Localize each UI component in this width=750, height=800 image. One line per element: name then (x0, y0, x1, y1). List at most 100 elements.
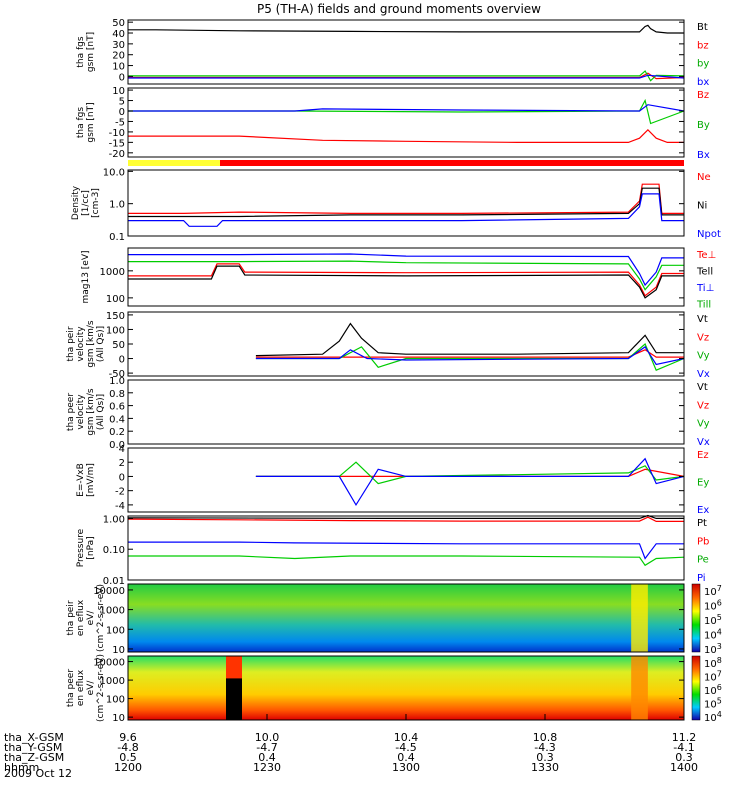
y-axis-label: tha fgs (76, 107, 86, 138)
colorbar-label: 107 (704, 670, 722, 684)
date-label: 2009 Oct 12 (4, 767, 72, 780)
y-tick-label: 10000 (93, 658, 125, 669)
y-tick-label: 0.10 (103, 545, 125, 556)
y-axis-label: mag13 [eV] (81, 250, 91, 303)
y-tick-label: -5 (115, 117, 125, 128)
colorbar (691, 655, 701, 721)
colorbar-exponent: 8 (717, 656, 722, 665)
y-tick-label: 50 (112, 340, 125, 351)
colorbar-label: 103 (704, 642, 722, 656)
y-tick-label: 0.6 (109, 402, 125, 413)
series-Tell (128, 265, 684, 299)
legend-bx: bx (697, 77, 709, 88)
series-Ne (128, 183, 684, 214)
y-tick-label: 0.0 (109, 440, 125, 451)
y-tick-label: 10 (112, 86, 125, 97)
y-tick-label: 1.0 (109, 200, 125, 211)
y-axis-label: tha peir (66, 326, 76, 361)
legend-Vy: Vy (697, 351, 710, 362)
series-Bz (128, 128, 684, 143)
y-tick-label: 10 (112, 645, 125, 656)
series-Npot (128, 193, 684, 227)
colorbar-label: 104 (704, 710, 722, 724)
y-axis-label: (cm^2-s-sr-eV) (96, 584, 106, 652)
colorbar (691, 583, 701, 653)
panel-frame (127, 515, 685, 581)
y-axis-label: [1/cc] (81, 190, 91, 216)
colorbar-label: 104 (704, 628, 722, 642)
x-row-label: tha_Z-GSM (4, 751, 64, 764)
panel-frame (127, 169, 685, 237)
x-row-value: 11.2 (672, 731, 697, 744)
y-tick-label: 1.00 (103, 514, 125, 525)
y-tick-label: 0.01 (103, 576, 125, 587)
y-tick-label: 1.0 (109, 376, 125, 387)
y-axis-label: gsm [km/s (86, 320, 96, 368)
x-row-value: 1300 (392, 761, 420, 774)
colorbar-exponent: 7 (717, 584, 722, 593)
y-axis-label: eV/ (86, 680, 96, 696)
x-row-label: tha_X-GSM (4, 731, 64, 744)
panel-frame (127, 247, 685, 307)
series-bx (128, 74, 685, 79)
colorbar-exponent: 7 (717, 670, 722, 679)
y-axis-label: [mV/m] (86, 463, 96, 497)
y-axis-label: tha peir (66, 600, 76, 635)
y-tick-label: 5 (119, 97, 125, 108)
y-axis-label: en eflux (76, 599, 86, 636)
y-tick-label: 100 (106, 325, 125, 336)
legend-Vz: Vz (697, 400, 709, 411)
y-tick-label: 30 (112, 40, 125, 51)
x-axis-table: tha_X-GSM 9.6 10.0 10.4 10.8 11.2 tha_Y-GSM -4.… (4, 714, 698, 774)
mode-bar-yellow (128, 160, 220, 166)
y-tick-label: 50 (112, 18, 125, 29)
x-row-value: 0.5 (119, 751, 137, 764)
colorbar-label: 106 (704, 599, 722, 613)
legend-Tell: Tell (696, 266, 713, 277)
y-axis-label: velocity (76, 326, 86, 362)
y-tick-label: 100 (106, 695, 125, 706)
y-tick-label: -50 (109, 369, 125, 380)
series-Ex (255, 457, 685, 507)
y-tick-label: 150 (106, 311, 125, 322)
y-axis-label: (cm^2-s-sr-eV) (96, 654, 106, 722)
x-row-value: 0.4 (258, 751, 276, 764)
panel-frame (127, 379, 685, 445)
y-axis-label: (All Qs)] (96, 326, 106, 362)
series-Vy (255, 343, 685, 371)
y-tick-label: -2 (115, 487, 125, 498)
series-Bx (128, 104, 685, 112)
x-row-value: 0.3 (536, 751, 554, 764)
colorbar-exponent: 5 (717, 613, 722, 622)
x-row-value: -4.7 (256, 741, 277, 754)
legend-Ez: Ez (697, 450, 709, 461)
legend-Ti⊥: Ti⊥ (696, 283, 714, 294)
series-Pb (127, 516, 684, 523)
y-tick-label: 100 (106, 294, 125, 305)
colorbar-label: 108 (704, 656, 722, 670)
spectrogram-event-band (631, 656, 648, 720)
series-Bt (128, 24, 684, 34)
legend-Ni: Ni (697, 201, 707, 212)
y-tick-label: 2 (119, 458, 125, 469)
panel-efield: Ez Ey Ex -4 -2 0 2 4 E=-VxB [mV/m] (76, 444, 709, 516)
legend-Vx: Vx (697, 369, 710, 380)
y-axis-label: eV/ (86, 610, 96, 626)
x-row-value: 10.0 (255, 731, 280, 744)
y-axis-label: Density (71, 185, 81, 220)
series-Pt (127, 514, 684, 520)
y-tick-label: 0.4 (109, 414, 125, 425)
y-tick-label: 0 (119, 72, 125, 83)
y-tick-label: -10 (109, 128, 125, 139)
colorbar-label: 106 (704, 683, 722, 697)
y-tick-label: 0.8 (109, 389, 125, 400)
spectrogram (128, 656, 684, 720)
x-row-value: -4.1 (673, 741, 694, 754)
x-row-value: 10.8 (533, 731, 558, 744)
x-row-value: 1330 (531, 761, 559, 774)
